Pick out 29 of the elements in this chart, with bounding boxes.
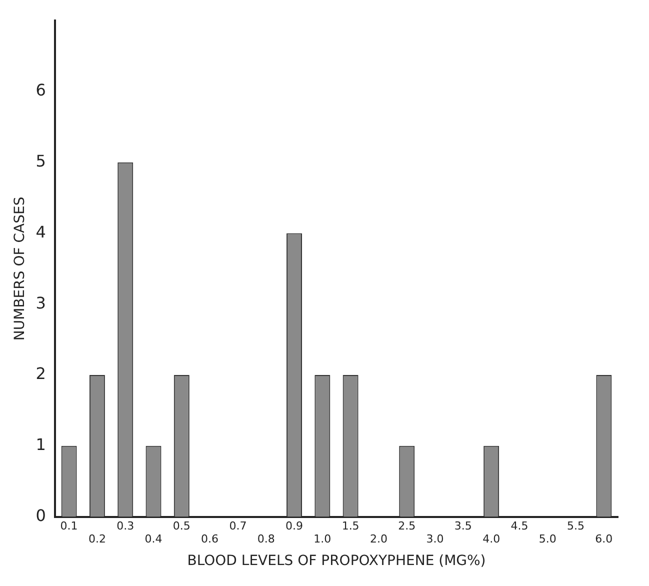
x-tick-label: 0.9 — [286, 519, 304, 532]
x-tick-label: 0.5 — [172, 519, 190, 532]
x-tick-label: 3.5 — [454, 519, 472, 532]
x-tick-label: 0.4 — [144, 532, 162, 546]
x-tick-label: 0.8 — [257, 532, 275, 546]
x-tick-label: 0.6 — [201, 532, 219, 546]
y-tick-label: 5 — [36, 152, 46, 171]
x-tick-label: 0.7 — [229, 519, 247, 532]
y-tick-label: 0 — [36, 506, 46, 525]
x-tick-label: 0.1 — [60, 519, 78, 532]
y-tick-label: 3 — [36, 293, 46, 312]
x-tick-label: 1.5 — [342, 519, 360, 532]
y-axis-title: NUMBERS OF CASES — [12, 196, 28, 341]
x-axis-title: BLOOD LEVELS OF PROPOXYPHENE (MG%) — [187, 553, 486, 570]
x-tick-label: 5.0 — [538, 532, 556, 546]
y-tick-label: 1 — [36, 435, 46, 454]
x-tick-label: 0.2 — [88, 532, 106, 546]
x-tick-label: 2.5 — [398, 519, 416, 532]
x-tick-label: 6.0 — [595, 532, 613, 546]
x-tick-label: 5.5 — [567, 519, 585, 532]
x-tick-label: 0.3 — [116, 519, 134, 532]
x-tick-label: 2.0 — [370, 532, 388, 546]
y-tick-label: 2 — [36, 364, 46, 384]
x-tick-label: 3.0 — [426, 532, 444, 546]
x-tick-label: 4.5 — [510, 519, 528, 532]
y-tick-label: 6 — [36, 80, 46, 100]
y-tick-label: 4 — [36, 222, 46, 242]
x-tick-label: 4.0 — [482, 532, 500, 546]
x-tick-label: 1.0 — [314, 532, 332, 546]
